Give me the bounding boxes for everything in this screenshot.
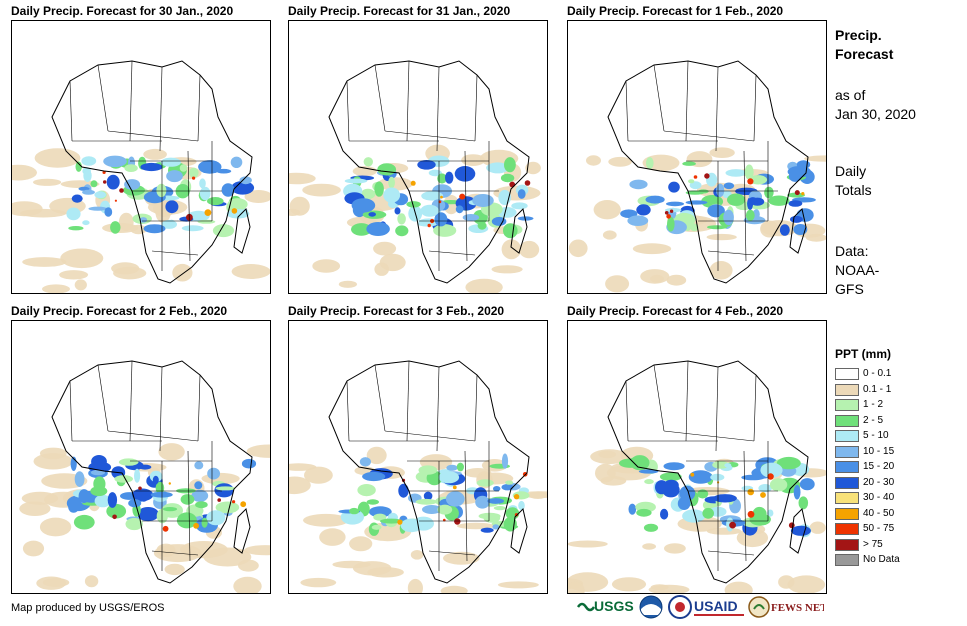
legend-title: PPT (mm) bbox=[835, 347, 892, 361]
precip-map bbox=[19, 360, 270, 593]
legend-label: 0.1 - 1 bbox=[863, 383, 892, 395]
legend-label: 20 - 30 bbox=[863, 476, 895, 488]
legend-swatch bbox=[835, 414, 859, 427]
legend-swatch bbox=[835, 492, 859, 504]
legend-swatch bbox=[835, 430, 859, 442]
legend-label: 10 - 15 bbox=[863, 445, 895, 457]
legend-item: No Data bbox=[835, 553, 915, 569]
legend-swatch bbox=[835, 399, 859, 411]
noaa-logo bbox=[639, 595, 663, 619]
data-source: Data: NOAA- GFS bbox=[835, 242, 879, 299]
legend-swatch bbox=[835, 383, 859, 396]
side-title-line1: Precip. bbox=[835, 27, 882, 43]
legend-swatch bbox=[835, 507, 859, 520]
legend-item: > 75 bbox=[835, 538, 915, 554]
legend-item: 30 - 40 bbox=[835, 491, 915, 507]
fewsnet-wordmark: FEWS NET bbox=[771, 602, 824, 614]
legend-label: 5 - 10 bbox=[863, 430, 889, 441]
precip-map bbox=[289, 60, 541, 293]
legend-label: 30 - 40 bbox=[863, 492, 895, 503]
legend-swatch bbox=[835, 554, 859, 566]
daily-totals-line1: Daily bbox=[835, 163, 867, 179]
precip-legend: PPT (mm) 0 - 0.1 0.1 - 1 1 - 2 2 - 5 5 - 10 1… bbox=[835, 347, 915, 569]
panel-title: Daily Precip. Forecast for 4 Feb., 2020 bbox=[567, 304, 784, 318]
legend-item: 5 - 10 bbox=[835, 429, 915, 445]
precip-map bbox=[289, 360, 547, 593]
as-of-value: Jan 30, 2020 bbox=[835, 106, 916, 122]
panel-title: Daily Precip. Forecast for 3 Feb., 2020 bbox=[288, 304, 505, 318]
legend-item: 0 - 0.1 bbox=[835, 367, 915, 383]
legend-item: 40 - 50 bbox=[835, 507, 915, 523]
map-credit: Map produced by USGS/EROS bbox=[11, 602, 165, 614]
legend-swatch bbox=[835, 445, 859, 458]
legend-item: 10 - 15 bbox=[835, 445, 915, 461]
legend-swatch bbox=[835, 523, 859, 535]
precip-map bbox=[568, 60, 826, 293]
usaid-seal bbox=[668, 595, 692, 619]
legend-item: 20 - 30 bbox=[835, 476, 915, 492]
as-of-label: as of bbox=[835, 87, 866, 103]
map-frame bbox=[288, 20, 548, 294]
legend-label: 50 - 75 bbox=[863, 523, 895, 534]
legend-item: 2 - 5 bbox=[835, 414, 915, 430]
legend-label: 1 - 2 bbox=[863, 399, 884, 410]
panel-title: Daily Precip. Forecast for 2 Feb., 2020 bbox=[11, 304, 228, 318]
legend-item: 15 - 20 bbox=[835, 460, 915, 476]
map-frame bbox=[567, 20, 827, 294]
panel-title: Daily Precip. Forecast for 30 Jan., 2020 bbox=[11, 4, 234, 18]
usaid-logo: USAID bbox=[694, 598, 744, 616]
usaid-wordmark: USAID bbox=[694, 598, 738, 614]
legend-label: 15 - 20 bbox=[863, 461, 895, 472]
data-source-line2: NOAA- bbox=[835, 262, 880, 278]
legend-label: 2 - 5 bbox=[863, 414, 884, 426]
map-frame bbox=[567, 320, 827, 594]
precip-map bbox=[12, 60, 270, 293]
legend-item: 0.1 - 1 bbox=[835, 383, 915, 399]
legend-swatch bbox=[835, 461, 859, 473]
data-source-line1: Data: bbox=[835, 243, 869, 259]
usgs-logo: USGS bbox=[576, 598, 634, 614]
map-frame bbox=[11, 20, 271, 294]
legend-swatch bbox=[835, 368, 859, 380]
daily-totals-label: Daily Totals bbox=[835, 162, 872, 200]
legend-label: 0 - 0.1 bbox=[863, 368, 892, 379]
daily-totals-line2: Totals bbox=[835, 182, 872, 198]
legend-item: 1 - 2 bbox=[835, 398, 915, 414]
map-frame bbox=[288, 320, 548, 594]
legend-swatch bbox=[835, 538, 859, 551]
data-source-line3: GFS bbox=[835, 281, 864, 297]
as-of-date: as of Jan 30, 2020 bbox=[835, 86, 916, 124]
side-title-line2: Forecast bbox=[835, 46, 894, 62]
legend-swatch bbox=[835, 476, 859, 489]
legend-item: 50 - 75 bbox=[835, 522, 915, 538]
panel-title: Daily Precip. Forecast for 31 Jan., 2020 bbox=[288, 4, 511, 18]
fewsnet-logo: FEWS NET bbox=[748, 596, 824, 618]
legend-label: No Data bbox=[863, 554, 900, 565]
legend-label: > 75 bbox=[863, 538, 883, 550]
map-frame bbox=[11, 320, 271, 594]
side-title: Precip. Forecast bbox=[835, 26, 893, 64]
panel-title: Daily Precip. Forecast for 1 Feb., 2020 bbox=[567, 4, 784, 18]
legend-rows: 0 - 0.1 0.1 - 1 1 - 2 2 - 5 5 - 10 10 - 15 15 … bbox=[835, 367, 915, 569]
precip-map bbox=[568, 360, 826, 593]
legend-label: 40 - 50 bbox=[863, 507, 895, 519]
usgs-wordmark: USGS bbox=[594, 598, 634, 614]
